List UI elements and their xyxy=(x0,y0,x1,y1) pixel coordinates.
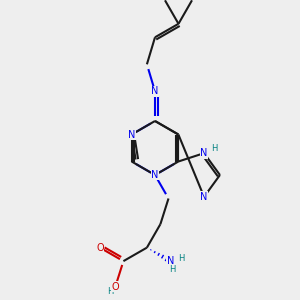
Text: O: O xyxy=(96,243,104,253)
Text: N: N xyxy=(151,170,159,180)
Text: N: N xyxy=(200,148,208,158)
Text: N: N xyxy=(200,192,208,202)
Text: N: N xyxy=(167,256,174,266)
Text: H: H xyxy=(169,265,176,274)
Text: H: H xyxy=(107,287,113,296)
Text: N: N xyxy=(151,86,159,96)
Text: H: H xyxy=(211,144,217,153)
Text: H: H xyxy=(178,254,185,262)
Text: O: O xyxy=(112,282,119,292)
Text: N: N xyxy=(128,130,135,140)
